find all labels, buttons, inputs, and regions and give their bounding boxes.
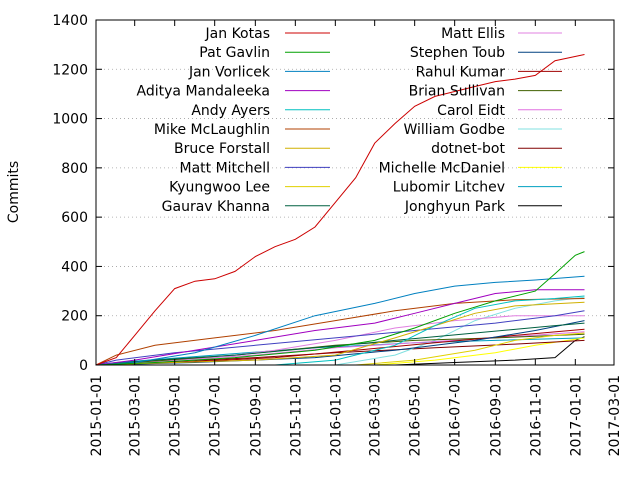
x-tick-label: 2016-01-01 <box>328 375 344 456</box>
legend-label: Brian Sullivan <box>409 84 505 100</box>
x-tick-label: 2015-03-01 <box>128 375 144 456</box>
y-tick-label: 200 <box>61 309 88 325</box>
x-tick-label: 2015-11-01 <box>288 375 304 456</box>
y-axis: 0 200 400 600 800 1000 1200 1400 <box>52 13 614 374</box>
legend-label: Aditya Mandaleeka <box>137 84 270 100</box>
y-axis-label: Commits <box>6 161 22 223</box>
x-tick-label: 2016-09-01 <box>488 375 504 456</box>
x-tick-label: 2017-03-01 <box>607 375 623 456</box>
x-tick-label: 2015-05-01 <box>168 375 184 456</box>
plot-frame <box>95 19 615 366</box>
legend-label: Pat Gavlin <box>199 45 270 61</box>
x-tick-label: 2016-05-01 <box>408 375 424 456</box>
series-line <box>95 315 585 366</box>
x-tick-label: 2015-09-01 <box>248 375 264 456</box>
legend-label: Kyungwoo Lee <box>169 180 270 196</box>
legend-label: Michelle McDaniel <box>379 160 505 176</box>
x-tick-label: 2015-07-01 <box>208 375 224 456</box>
legend-label: Lubomir Litchev <box>393 180 505 196</box>
legend-label: Carol Eidt <box>437 103 505 119</box>
y-tick-label: 800 <box>61 161 88 177</box>
legend-label: Bruce Forstall <box>174 141 270 157</box>
legend-label: Andy Ayers <box>191 103 270 119</box>
series-line <box>95 251 585 366</box>
series-line <box>95 298 585 366</box>
x-tick-label: 2016-07-01 <box>448 375 464 456</box>
legend-label: dotnet-bot <box>431 141 505 157</box>
x-tick-label: 2017-01-01 <box>568 375 584 456</box>
series-line <box>95 54 585 366</box>
legend-label: Mike McLaughlin <box>154 122 270 138</box>
x-tick-label: 2016-03-01 <box>368 375 384 456</box>
x-tick-label: 2016-11-01 <box>528 375 544 456</box>
legend-label: Jan Kotas <box>205 26 270 42</box>
legend-label: Rahul Kumar <box>416 64 506 80</box>
y-tick-label: 1200 <box>52 62 88 78</box>
y-tick-label: 1000 <box>52 112 88 128</box>
y-tick-label: 0 <box>79 358 88 374</box>
legend-label: Jonghyun Park <box>404 199 506 215</box>
series-line <box>95 310 585 366</box>
legend: Jan Kotas Pat Gavlin Jan Vorlicek Aditya Ma… <box>137 26 562 215</box>
series-line <box>96 296 585 366</box>
legend-label: Gaurav Khanna <box>162 199 270 215</box>
legend-label: Stephen Toub <box>410 45 505 61</box>
legend-label: William Godbe <box>403 122 505 138</box>
series-line <box>95 275 585 366</box>
legend-label: Matt Ellis <box>441 26 505 42</box>
x-tick-label: 2015-01-01 <box>89 375 105 456</box>
series-line <box>95 320 585 366</box>
series-line <box>95 289 585 366</box>
x-axis: 2015-01-01 2015-03-01 2015-05-01 2015-07-01… <box>89 20 623 456</box>
y-tick-label: 400 <box>61 259 88 275</box>
y-tick-label: 1400 <box>52 13 88 29</box>
legend-label: Matt Mitchell <box>179 160 270 176</box>
legend-label: Jan Vorlicek <box>188 64 271 80</box>
y-tick-label: 600 <box>61 210 88 226</box>
